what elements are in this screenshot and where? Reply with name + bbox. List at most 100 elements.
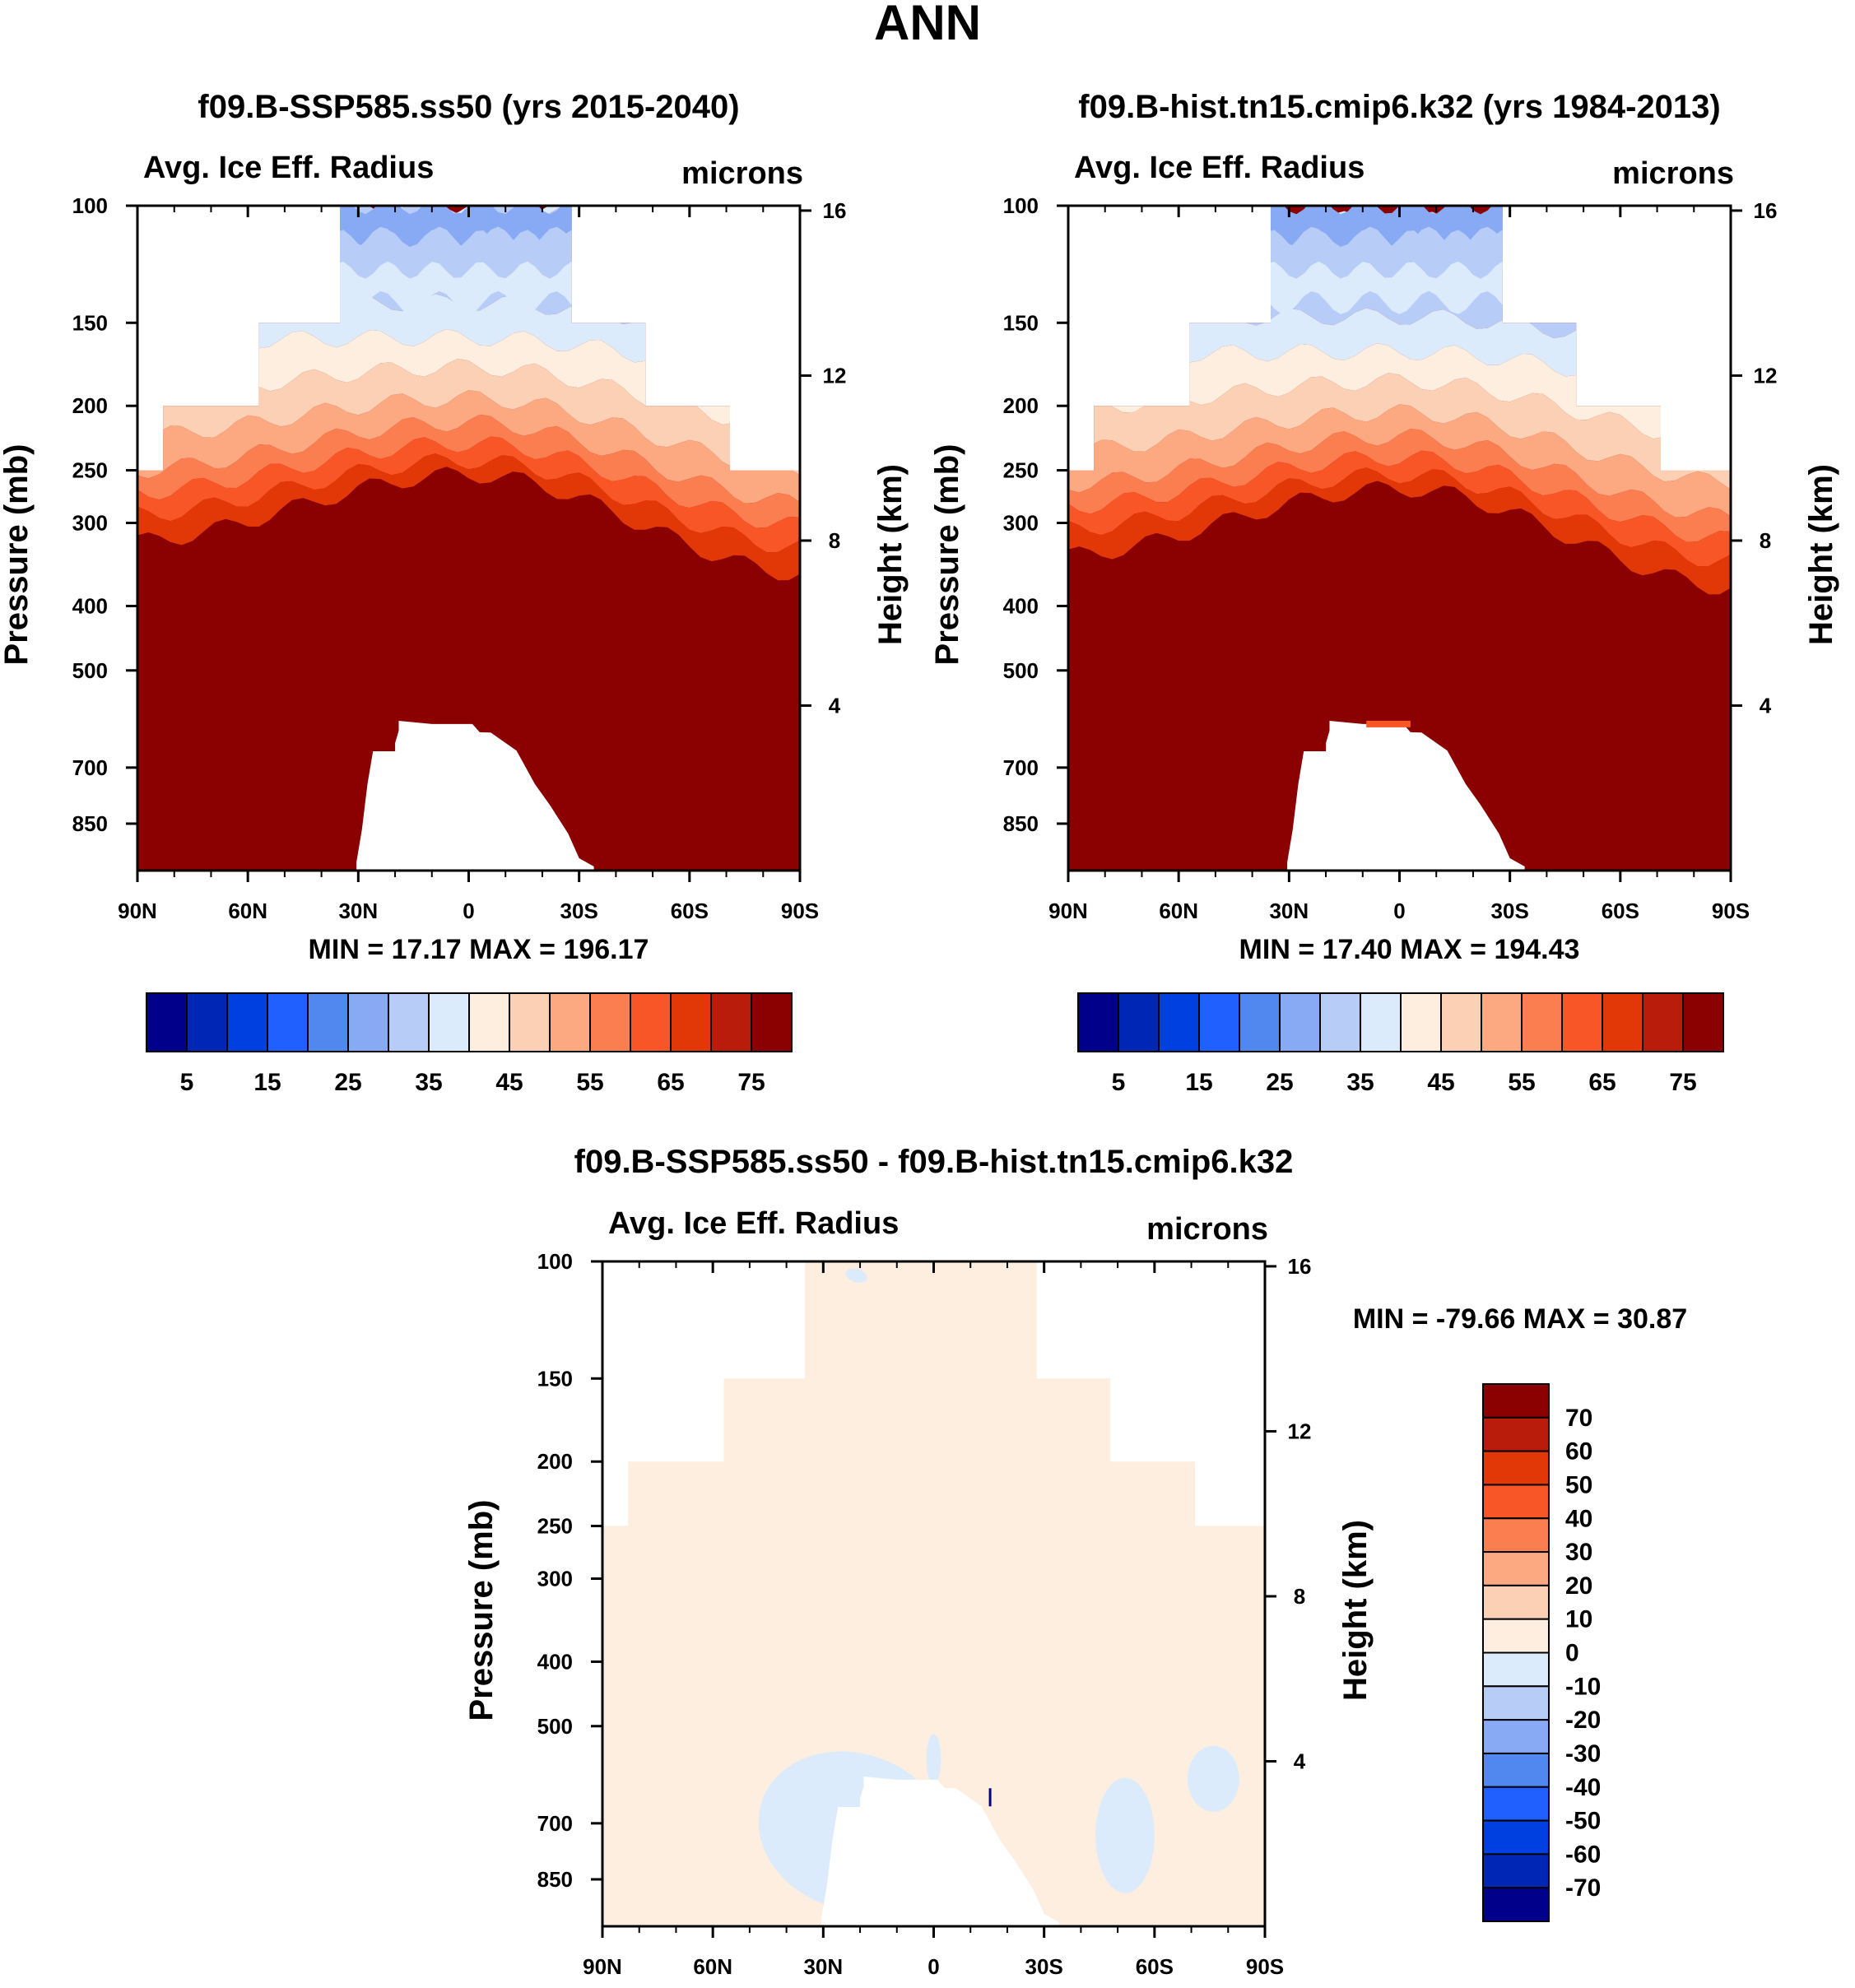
colorbar-swatch [1482,1853,1550,1889]
x-tick-label: 60N [693,1954,732,1979]
y-tick-label: 150 [1003,310,1039,335]
x-tick-label: 60S [1602,899,1639,923]
colorbar-label: -50 [1565,1808,1601,1835]
y-tick-label: 400 [537,1649,573,1674]
colorbar-swatch [1158,992,1200,1052]
colorbar-label: 65 [657,1069,684,1096]
fill-band-50-55 [1068,373,1731,490]
colorbar-swatch [1482,1651,1550,1688]
colorbar-swatch [1482,1484,1550,1520]
colorbar-swatch [388,992,430,1052]
colorbar-swatch [1482,1383,1550,1419]
fill-band-70-75a [1068,467,1731,595]
x-tick-label: 30S [1491,899,1529,923]
height-tick-label: 4 [1760,693,1772,718]
height-tick-label: 8 [1760,528,1771,553]
fill-band-65-70 [1068,450,1731,567]
colorbar-panel1: 5 15 25 35 45 55 65 75 [146,992,793,1096]
fill-band-65-70 [137,436,800,553]
colorbar-label: -70 [1565,1874,1601,1902]
colorbar-swatch [1482,1752,1550,1788]
fill-band-neg10-0-d [926,1734,941,1784]
colorbar-swatch [186,992,228,1052]
fill-band-55-60 [1068,404,1731,518]
y-axis-label: Pressure (mb) [463,1500,500,1721]
y-tick-label: 100 [1003,193,1039,218]
panel-title: f09.B-SSP585.ss50 - f09.B-hist.tn15.cmip… [574,1144,1294,1180]
colorbar-label: 45 [1427,1069,1454,1096]
fill-band-20-30 [321,230,616,282]
colorbar-swatch [1360,992,1402,1052]
y-tick-label: 200 [72,393,108,418]
x-tick-label: 90N [1048,899,1088,923]
colorbar-swatch [146,992,188,1052]
colorbar-swatch [347,992,389,1052]
height-tick-label: 4 [1294,1749,1306,1773]
fill-band-lt-70 [988,1788,992,1807]
colorbar-swatch [1521,992,1563,1052]
y-tick-label: 300 [1003,511,1039,536]
x-tick-label: 30N [338,899,378,923]
panel-subtitle-left: Avg. Ice Eff. Radius [1074,151,1365,185]
colorbar-panel3: 70 60 50 40 30 20 10 0 -10 -20 -30 -40 -50 -60 -70 [1482,1383,1601,1922]
fill-band-neg10-0-e [845,1268,867,1283]
colorbar-swatch [589,992,631,1052]
panel-units: microns [1612,156,1734,191]
colorbar-label: -40 [1565,1774,1601,1801]
colorbar-label: 60 [1565,1438,1592,1465]
colorbar-label: 35 [415,1069,442,1096]
colorbar-label: -10 [1565,1673,1601,1700]
x-tick-label: 30S [1025,1954,1063,1979]
y-tick-label: 200 [1003,393,1039,418]
colorbar-swatch [1642,992,1684,1052]
y-tick-label: 500 [537,1714,573,1739]
y-tick-label: 150 [537,1366,573,1391]
fill-band-30-40b [1068,308,1731,396]
colorbar-label: 30 [1565,1539,1592,1566]
fill-band-60-65 [137,414,800,528]
colorbar-swatch [1077,992,1119,1052]
y-axis-label-right: Height (km) [1803,464,1839,645]
x-tick-label: 60N [1159,899,1198,923]
colorbar-label: 0 [1565,1640,1579,1667]
colorbar-label: 15 [1185,1069,1212,1096]
height-tick-label: 16 [823,198,847,223]
height-tick-label: 8 [1294,1584,1305,1609]
colorbar-swatch [1481,992,1523,1052]
x-tick-label: 60S [671,899,709,923]
panel-title: f09.B-hist.tn15.cmip6.k32 (yrs 1984-2013… [1078,89,1720,125]
colorbar-swatch [1482,1618,1550,1654]
fill-band-60-65 [1068,429,1731,542]
colorbar-swatch [1482,1887,1550,1922]
colorbar-label: 55 [576,1069,603,1096]
fill-band-55-60 [137,390,800,504]
min-max-label: MIN = -79.66 MAX = 30.87 [1353,1303,1687,1335]
colorbar-swatch [1482,1786,1550,1822]
colorbar-label: 5 [1112,1069,1126,1096]
fill-band-70-75a [137,453,800,581]
colorbar-label: 25 [1266,1069,1293,1096]
fill-band-neg10-0-b [1095,1777,1155,1893]
colorbar-swatch [1482,1517,1550,1554]
y-tick-label: 300 [537,1567,573,1591]
surface-mask [1287,721,1525,871]
y-axis-label: Pressure (mb) [929,444,965,666]
y-tick-label: 250 [72,458,108,483]
x-tick-label: 90N [583,1954,622,1979]
x-tick-label: 60S [1136,1954,1174,1979]
y-tick-label: 500 [72,658,108,683]
colorbar-swatch [509,992,551,1052]
colorbar-swatch [226,992,268,1052]
colorbar-label: -30 [1565,1740,1601,1767]
x-tick-label: 0 [1393,899,1405,923]
colorbar-swatch [1482,1450,1550,1486]
colorbar-swatch [1561,992,1603,1052]
colorbar-label: 70 [1565,1405,1592,1432]
plot-frame [1067,204,1732,872]
y-tick-label: 700 [537,1811,573,1836]
colorbar-swatch [1482,1551,1550,1586]
y-tick-label: 250 [537,1514,573,1539]
y-tick-label: 100 [537,1249,573,1274]
colorbar-swatch [1279,992,1321,1052]
